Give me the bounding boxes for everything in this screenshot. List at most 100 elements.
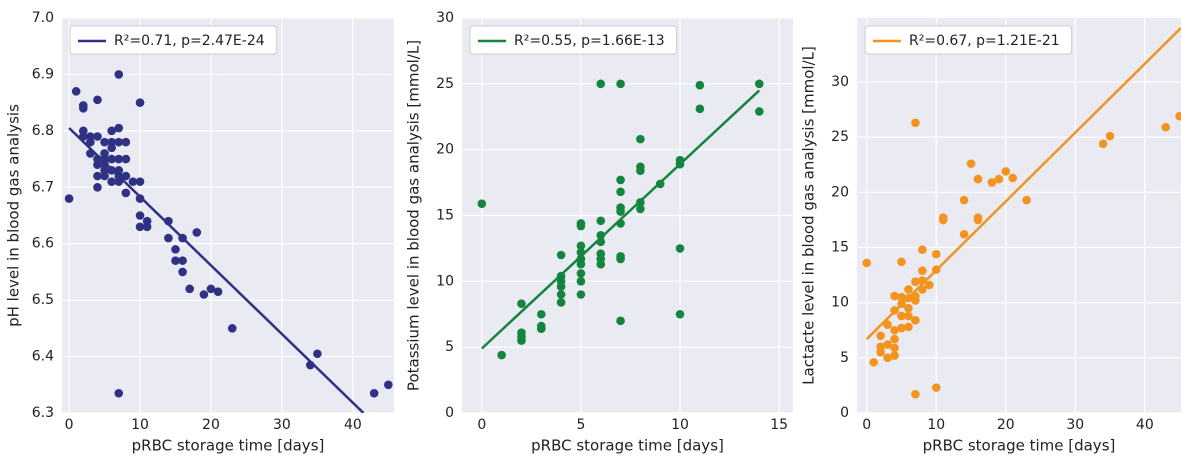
x-tick-label: 10 bbox=[131, 417, 149, 433]
data-point bbox=[178, 267, 187, 277]
y-tick-label: 20 bbox=[831, 184, 849, 200]
data-point bbox=[596, 259, 606, 269]
x-tick-label: 0 bbox=[477, 417, 486, 433]
legend-box bbox=[864, 25, 1073, 55]
data-point bbox=[1098, 139, 1108, 149]
y-tick-label: 10 bbox=[831, 295, 849, 311]
data-point bbox=[121, 137, 131, 147]
data-point bbox=[556, 290, 566, 299]
data-point bbox=[142, 216, 152, 226]
plot-area bbox=[64, 70, 393, 413]
data-point bbox=[313, 349, 322, 359]
data-point bbox=[966, 159, 976, 168]
legend-label: R²=0.55, p=1.66E-13 bbox=[514, 33, 665, 49]
data-point bbox=[128, 177, 138, 186]
x-tick-label: 10 bbox=[927, 417, 945, 433]
data-point bbox=[93, 171, 102, 181]
panel: 6.3 6.4 6.5 6.6 6.7 6.8 6.9 7.0 0 10 20 30 40 pRBC st… bbox=[5, 10, 394, 455]
data-point bbox=[517, 336, 526, 345]
data-point bbox=[135, 177, 145, 186]
data-point bbox=[973, 213, 983, 223]
data-point bbox=[911, 316, 920, 325]
y-tick-label: 25 bbox=[436, 76, 454, 92]
data-point bbox=[883, 353, 892, 363]
data-point bbox=[655, 179, 665, 189]
data-point bbox=[135, 222, 145, 232]
data-point bbox=[695, 80, 705, 90]
y-tick-label: 6.9 bbox=[32, 66, 54, 82]
data-point bbox=[576, 248, 586, 257]
data-point bbox=[135, 211, 145, 220]
data-point bbox=[636, 166, 645, 176]
data-point bbox=[227, 324, 237, 333]
data-point bbox=[192, 228, 202, 237]
data-point bbox=[616, 207, 625, 216]
data-point bbox=[114, 388, 124, 398]
data-point bbox=[931, 265, 941, 274]
data-point bbox=[164, 233, 173, 243]
data-point bbox=[755, 79, 764, 89]
data-point bbox=[576, 269, 586, 278]
data-point bbox=[114, 123, 124, 133]
data-point bbox=[114, 154, 124, 164]
data-point bbox=[497, 350, 506, 360]
data-point bbox=[185, 284, 194, 294]
data-point bbox=[305, 360, 315, 370]
panel: 0 5 10 15 20 25 30 0 10 20 30 40 pRBC storage time [… bbox=[800, 18, 1181, 455]
data-point bbox=[897, 323, 906, 333]
data-point bbox=[100, 137, 109, 147]
data-point bbox=[93, 95, 102, 105]
y-axis-label: Potassium level in blood gas analysis [m… bbox=[405, 40, 423, 391]
data-point bbox=[616, 254, 625, 264]
data-point bbox=[199, 290, 209, 299]
y-tick-label: 30 bbox=[831, 74, 849, 90]
y-tick-label: 6.5 bbox=[32, 292, 54, 308]
data-point bbox=[904, 293, 913, 303]
data-point bbox=[911, 277, 920, 287]
data-point bbox=[636, 198, 645, 207]
data-point bbox=[1022, 195, 1031, 205]
data-point bbox=[869, 357, 878, 367]
data-point bbox=[931, 383, 941, 392]
data-point bbox=[1175, 111, 1181, 121]
y-tick-label: 6.6 bbox=[32, 236, 54, 252]
data-point bbox=[114, 137, 124, 147]
data-point bbox=[576, 241, 586, 251]
x-tick-label: 0 bbox=[65, 417, 74, 433]
data-point bbox=[178, 256, 187, 265]
y-tick-label: 20 bbox=[436, 142, 454, 158]
data-point bbox=[596, 237, 606, 247]
data-point bbox=[100, 160, 109, 170]
data-point bbox=[121, 188, 131, 198]
data-point bbox=[925, 280, 934, 290]
data-point bbox=[890, 343, 899, 353]
y-tick-label: 10 bbox=[436, 273, 454, 289]
data-point bbox=[171, 256, 180, 265]
y-tick-label: 5 bbox=[840, 350, 849, 366]
data-point bbox=[1161, 122, 1171, 132]
data-point bbox=[100, 171, 109, 181]
data-point bbox=[556, 250, 566, 260]
legend-box bbox=[69, 25, 278, 55]
y-tick-label: 6.7 bbox=[32, 179, 54, 195]
data-point bbox=[994, 174, 1004, 184]
x-tick-label: 0 bbox=[862, 417, 871, 433]
x-tick-label: 5 bbox=[576, 417, 585, 433]
data-point bbox=[596, 216, 606, 226]
y-tick-label: 5 bbox=[445, 339, 454, 355]
y-tick-label: 0 bbox=[445, 405, 454, 421]
data-point bbox=[206, 284, 216, 294]
data-point bbox=[959, 229, 969, 239]
data-point bbox=[675, 159, 685, 169]
data-point bbox=[477, 199, 487, 208]
data-point bbox=[86, 149, 95, 158]
legend: R²=0.55, p=1.66E-13 bbox=[469, 25, 678, 55]
data-point bbox=[876, 331, 885, 341]
data-point bbox=[576, 290, 586, 299]
data-point bbox=[64, 194, 74, 203]
data-point bbox=[616, 175, 625, 185]
data-point bbox=[987, 178, 997, 187]
data-point bbox=[536, 324, 546, 334]
y-tick-label: 25 bbox=[831, 129, 849, 145]
data-point bbox=[78, 101, 88, 110]
